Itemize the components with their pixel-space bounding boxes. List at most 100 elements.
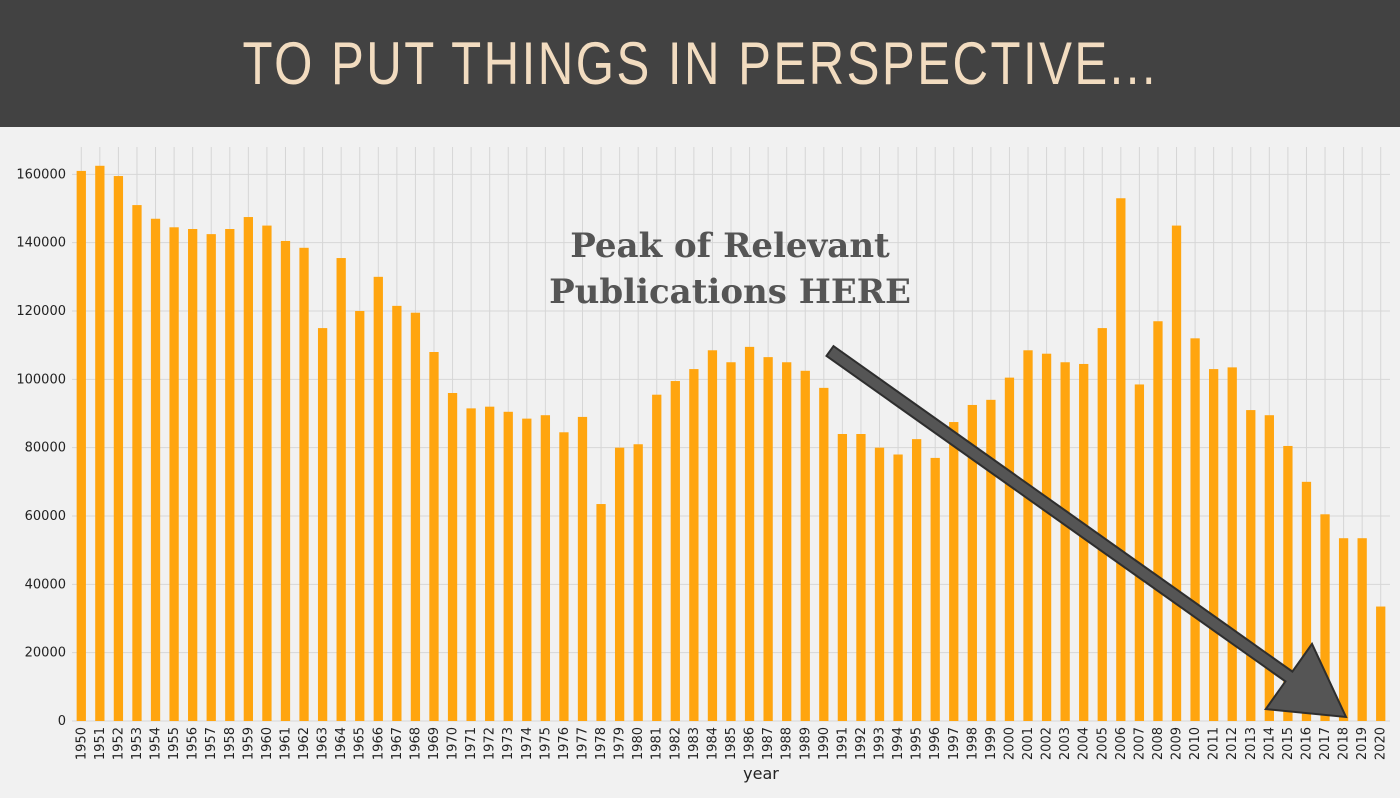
bar-1971 (466, 408, 476, 721)
x-tick-label: 2000 (1002, 727, 1017, 760)
bar-2015 (1283, 445, 1293, 721)
bar-1977 (577, 416, 588, 721)
x-tick-label: 1985 (724, 727, 739, 760)
x-tick-label: 1996 (928, 727, 943, 760)
x-tick-label: 1969 (427, 727, 442, 760)
x-tick-label: 1980 (631, 727, 646, 760)
bar-2002 (1041, 353, 1052, 721)
bar-1990 (819, 387, 829, 721)
x-tick-label: 1952 (111, 727, 126, 760)
x-tick-label: 2012 (1225, 727, 1240, 760)
bar-1959 (243, 217, 253, 721)
banner-title: TO PUT THINGS IN PERSPECTIVE... (242, 30, 1158, 97)
bar-1975 (540, 415, 551, 721)
bar-2004 (1079, 363, 1089, 721)
bar-1968 (410, 312, 421, 721)
bar-1986 (744, 346, 755, 721)
annotation-arrow (825, 344, 1348, 719)
bar-1952 (113, 176, 124, 721)
bar-1965 (355, 311, 365, 721)
bar-2020 (1376, 606, 1386, 721)
x-tick-label: 1977 (575, 727, 590, 760)
x-tick-label: 1957 (204, 727, 219, 760)
y-tick-label: 100000 (16, 372, 66, 387)
bar-2001 (1023, 350, 1033, 721)
bar-2005 (1097, 328, 1107, 721)
bar-1958 (225, 229, 235, 721)
x-tick-label: 1962 (297, 727, 312, 760)
bar-1951 (95, 165, 105, 721)
x-tick-label: 1967 (390, 727, 405, 760)
bar-1953 (132, 205, 142, 721)
x-tick-label: 1955 (167, 727, 182, 760)
bar-1966 (373, 276, 383, 721)
bar-2014 (1264, 415, 1274, 721)
bar-2009 (1171, 225, 1182, 721)
bar-1997 (949, 422, 959, 721)
bar-1972 (485, 406, 495, 721)
x-tick-label: 1972 (483, 727, 498, 760)
y-tick-label: 40000 (25, 577, 66, 592)
x-tick-label: 1983 (687, 727, 702, 760)
x-tick-label: 2016 (1299, 727, 1314, 760)
y-tick-label: 60000 (25, 509, 66, 524)
bar-chart: 0 20000 40000 60000 80000 100000 120000 140000 1… (16, 147, 1390, 783)
bar-1984 (707, 350, 718, 721)
bar-2018 (1338, 538, 1349, 721)
chart-area: 0 20000 40000 60000 80000 100000 120000 140000 1… (0, 127, 1400, 798)
bar-1950 (76, 170, 86, 721)
x-tick-label: 1960 (260, 727, 275, 760)
bar-1970 (447, 393, 458, 721)
bar-1974 (522, 418, 532, 721)
x-tick-label: 1968 (408, 727, 423, 760)
x-tick-label: 2003 (1058, 727, 1073, 760)
x-tick-label: 2020 (1374, 727, 1389, 760)
x-tick-label: 1987 (761, 727, 776, 760)
arrow-shape (825, 344, 1348, 719)
y-tick-label: 120000 (16, 304, 66, 319)
bar-2008 (1153, 321, 1163, 721)
x-tick-label: 1981 (650, 727, 665, 760)
bar-2011 (1209, 369, 1219, 721)
y-tick-label: 160000 (16, 167, 66, 182)
x-tick-label: 1992 (854, 727, 869, 760)
x-tick-label: 2015 (1281, 727, 1296, 760)
bar-1960 (262, 225, 272, 721)
x-tick-label: 1953 (130, 727, 145, 760)
x-tick-label: 2019 (1355, 727, 1370, 760)
x-tick-label: 1999 (984, 727, 999, 760)
bar-1979 (614, 447, 625, 721)
bar-1999 (986, 399, 996, 721)
bar-1954 (150, 218, 161, 721)
x-tick-label: 1963 (316, 727, 331, 760)
x-tick-label: 1997 (947, 727, 962, 760)
bar-2016 (1301, 481, 1312, 721)
bar-1985 (726, 362, 736, 721)
bars (76, 165, 1386, 721)
bar-2006 (1116, 198, 1126, 721)
bar-2012 (1227, 367, 1237, 721)
bar-1989 (800, 370, 810, 721)
bar-1962 (299, 247, 309, 721)
bar-1957 (206, 234, 216, 721)
bar-1988 (782, 362, 792, 721)
bar-1967 (392, 305, 402, 721)
x-tick-label: 2011 (1207, 727, 1222, 760)
x-tick-label: 2005 (1095, 727, 1110, 760)
title-banner: TO PUT THINGS IN PERSPECTIVE... (0, 0, 1400, 127)
bar-1994 (893, 454, 903, 721)
x-tick-label: 1956 (186, 727, 201, 760)
x-tick-label: 1958 (223, 727, 238, 760)
bar-1976 (559, 432, 569, 721)
x-tick-label: 2018 (1337, 727, 1352, 760)
y-tick-labels: 0 20000 40000 60000 80000 100000 120000 140000 1… (16, 167, 66, 729)
bar-2003 (1060, 362, 1070, 721)
x-tick-label: 1986 (743, 727, 758, 760)
x-tick-label: 2014 (1262, 727, 1277, 760)
bar-1955 (169, 227, 179, 721)
bar-1996 (930, 457, 940, 721)
x-tick-label: 2013 (1244, 727, 1259, 760)
x-tick-label: 1998 (965, 727, 980, 760)
bar-1993 (874, 447, 885, 721)
x-tick-label: 1971 (464, 727, 479, 760)
